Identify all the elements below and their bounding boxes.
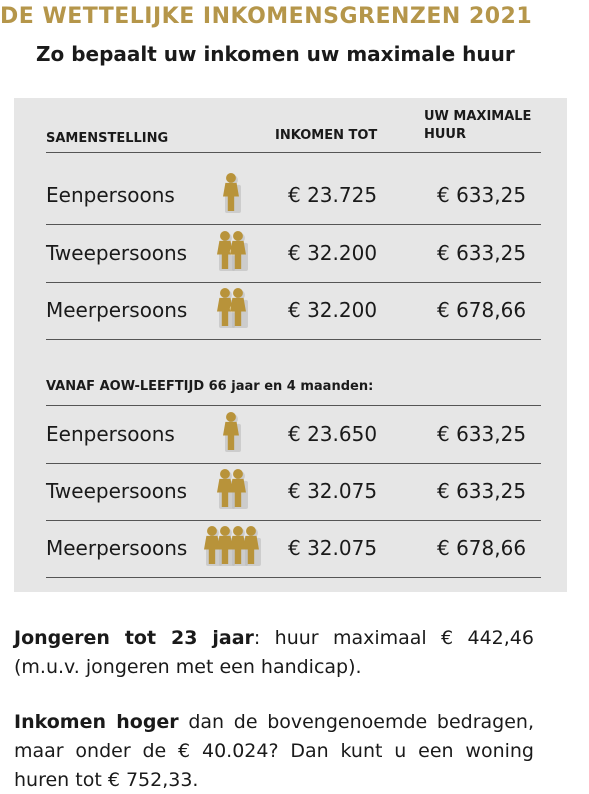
note: Inkomen hoger dan de bovengenoemde bedra… <box>14 708 534 794</box>
rent: € 633,25 <box>437 479 527 503</box>
rent: € 633,25 <box>437 241 527 265</box>
rent: € 678,66 <box>437 536 527 560</box>
rule <box>46 463 541 464</box>
rent: € 633,25 <box>437 422 527 446</box>
row-label: Meerpersoons <box>46 536 188 560</box>
person-icon <box>223 412 243 456</box>
rule <box>46 577 541 578</box>
person-icon <box>216 469 250 513</box>
rule <box>46 282 541 283</box>
income: € 23.650 <box>288 422 378 446</box>
rent: € 678,66 <box>437 298 527 322</box>
rent: € 633,25 <box>437 183 527 207</box>
table-panel <box>14 98 567 592</box>
section-label: VANAF AOW-LEEFTIJD 66 jaar en 4 maanden: <box>46 379 374 394</box>
income: € 32.075 <box>288 536 378 560</box>
rule <box>46 520 541 521</box>
note-bold: Jongeren tot 23 jaar <box>14 627 254 649</box>
row-label: Tweepersoons <box>46 241 188 265</box>
rule <box>46 224 541 225</box>
income: € 32.200 <box>288 241 378 265</box>
rule <box>46 405 541 406</box>
title: DE WETTELIJKE INKOMENSGRENZEN 2021 <box>0 4 533 29</box>
note: Jongeren tot 23 jaar: huur maximaal € 44… <box>14 624 534 682</box>
income: € 32.200 <box>288 298 378 322</box>
subtitle: Zo bepaalt uw inkomen uw maximale huur <box>36 42 515 66</box>
note-text: dan de bovengenoemde bedragen, maar onde… <box>14 711 534 791</box>
rule <box>46 152 541 153</box>
person-icon <box>203 526 263 570</box>
column-header: INKOMEN TOT <box>275 128 378 143</box>
column-header: SAMENSTELLING <box>46 131 169 146</box>
note-bold: Inkomen hoger <box>14 711 179 733</box>
row-label: Meerpersoons <box>46 298 188 322</box>
note-text: : huur maximaal € 442,46 (m.u.v. jongere… <box>14 627 534 678</box>
row-label: Eenpersoons <box>46 422 175 446</box>
person-icon <box>216 231 250 275</box>
person-icon <box>223 173 243 217</box>
row-label: Tweepersoons <box>46 479 188 503</box>
column-header: UW MAXIMALE HUUR <box>424 109 532 142</box>
income: € 23.725 <box>288 183 378 207</box>
person-icon <box>216 288 250 332</box>
income: € 32.075 <box>288 479 378 503</box>
row-label: Eenpersoons <box>46 183 175 207</box>
rule <box>46 339 541 340</box>
